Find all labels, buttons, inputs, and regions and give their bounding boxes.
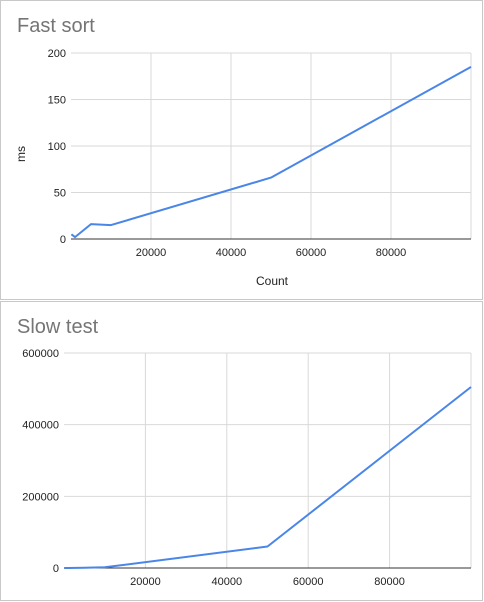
chart-title: Fast sort [17, 15, 95, 37]
y-tick-label: 150 [48, 95, 66, 107]
chart-title: Slow test [17, 316, 99, 338]
y-tick-label: 50 [54, 188, 66, 200]
x-tick-label: 20000 [130, 576, 161, 588]
x-tick-label: 60000 [296, 247, 327, 259]
plot-area: 0 50 100 150 200 20000 40000 60000 80000 [48, 48, 471, 259]
y-tick-label: 100 [48, 141, 66, 153]
x-tick-label: 80000 [374, 576, 405, 588]
x-tick-label: 40000 [216, 247, 247, 259]
x-tick-label: 40000 [212, 576, 243, 588]
fast-sort-chart: Fast sort Count ms 0 50 100 150 200 20000 4000… [1, 1, 484, 301]
y-tick-label: 400000 [22, 420, 59, 432]
x-tick-label: 60000 [293, 576, 324, 588]
chart-panel-fast-sort: Fast sort Count ms 0 50 100 150 200 20000 4000… [0, 0, 483, 300]
y-tick-label: 200 [48, 48, 66, 60]
y-tick-label: 600000 [22, 348, 59, 360]
series-line [64, 387, 471, 568]
y-tick-label: 0 [60, 234, 66, 246]
x-tick-label: 20000 [136, 247, 167, 259]
slow-test-chart: Slow test 0 200000 400000 600000 20000 40000 6… [1, 302, 484, 602]
series-line [71, 67, 471, 237]
y-tick-label: 200000 [22, 491, 59, 503]
chart-panel-slow-test: Slow test 0 200000 400000 600000 20000 40000 6… [0, 301, 483, 601]
plot-area: 0 200000 400000 600000 20000 40000 60000 80000 [22, 348, 471, 588]
x-tick-label: 80000 [376, 247, 407, 259]
y-tick-label: 0 [53, 563, 59, 575]
y-axis-label: ms [14, 146, 28, 162]
x-axis-label: Count [256, 274, 289, 288]
